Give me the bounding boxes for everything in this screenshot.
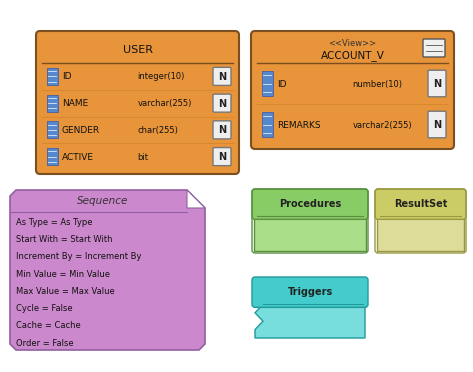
Text: integer(10): integer(10) xyxy=(138,73,185,81)
Text: ACCOUNT_V: ACCOUNT_V xyxy=(321,50,385,61)
FancyBboxPatch shape xyxy=(251,31,454,149)
Text: number(10): number(10) xyxy=(352,80,403,89)
Polygon shape xyxy=(187,190,205,208)
Text: bit: bit xyxy=(138,153,149,162)
Text: Sequence: Sequence xyxy=(77,196,129,206)
Text: Triggers: Triggers xyxy=(288,287,333,297)
FancyBboxPatch shape xyxy=(46,148,58,165)
Text: N: N xyxy=(218,99,226,109)
Text: ACTIVE: ACTIVE xyxy=(62,153,94,162)
FancyBboxPatch shape xyxy=(375,189,466,219)
Text: N: N xyxy=(218,125,226,135)
FancyBboxPatch shape xyxy=(213,94,231,112)
Text: Max Value = Max Value: Max Value = Max Value xyxy=(16,287,115,296)
Text: N: N xyxy=(433,120,441,130)
FancyBboxPatch shape xyxy=(262,112,272,137)
Text: ID: ID xyxy=(277,80,287,89)
FancyBboxPatch shape xyxy=(254,215,366,251)
Text: GENDER: GENDER xyxy=(62,126,100,135)
FancyBboxPatch shape xyxy=(36,31,239,174)
Text: Order = False: Order = False xyxy=(16,339,74,347)
Text: varchar2(255): varchar2(255) xyxy=(352,121,412,130)
FancyBboxPatch shape xyxy=(213,121,231,139)
Text: As Type = As Type: As Type = As Type xyxy=(16,218,93,227)
Text: NAME: NAME xyxy=(62,99,88,108)
Text: USER: USER xyxy=(123,45,152,55)
Text: Min Value = Min Value: Min Value = Min Value xyxy=(16,270,110,279)
Text: ResultSet: ResultSet xyxy=(394,199,447,209)
Text: Cache = Cache: Cache = Cache xyxy=(16,321,81,330)
Text: N: N xyxy=(218,152,226,162)
FancyBboxPatch shape xyxy=(262,71,272,96)
FancyBboxPatch shape xyxy=(423,39,445,57)
Text: Cycle = False: Cycle = False xyxy=(16,304,73,313)
Text: <<View>>: <<View>> xyxy=(328,39,377,48)
Text: N: N xyxy=(433,79,441,89)
Text: N: N xyxy=(218,72,226,82)
Text: ID: ID xyxy=(62,73,71,81)
Text: Start With = Start With: Start With = Start With xyxy=(16,235,113,244)
Text: Increment By = Increment By: Increment By = Increment By xyxy=(16,252,141,262)
Polygon shape xyxy=(255,304,365,338)
Text: char(255): char(255) xyxy=(138,126,178,135)
FancyBboxPatch shape xyxy=(213,67,231,86)
Polygon shape xyxy=(10,190,205,350)
FancyBboxPatch shape xyxy=(377,215,464,251)
FancyBboxPatch shape xyxy=(46,68,58,85)
Text: Procedures: Procedures xyxy=(279,199,341,209)
FancyBboxPatch shape xyxy=(428,111,446,138)
FancyBboxPatch shape xyxy=(428,70,446,97)
FancyBboxPatch shape xyxy=(252,277,368,307)
FancyBboxPatch shape xyxy=(46,121,58,138)
FancyBboxPatch shape xyxy=(46,94,58,112)
FancyBboxPatch shape xyxy=(213,148,231,166)
Text: varchar(255): varchar(255) xyxy=(138,99,192,108)
FancyBboxPatch shape xyxy=(252,189,368,219)
Text: REMARKS: REMARKS xyxy=(277,121,321,130)
